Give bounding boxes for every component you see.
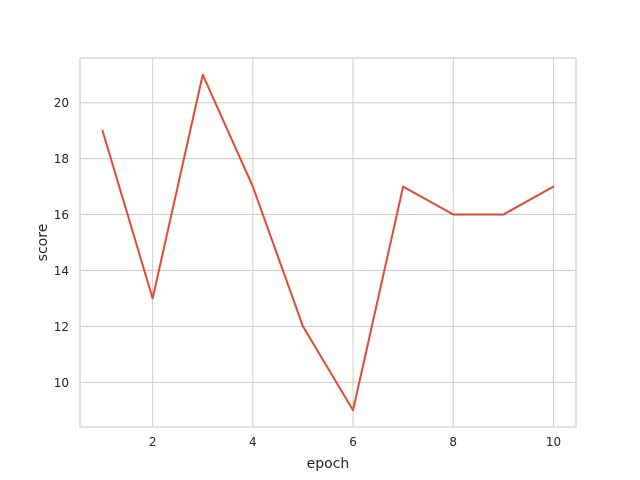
y-tick-label: 20 — [54, 96, 69, 110]
y-tick-label: 12 — [54, 320, 69, 334]
y-tick-label: 14 — [54, 264, 69, 278]
plot-frame — [79, 57, 577, 428]
y-axis-label: score — [35, 224, 51, 262]
series-group — [101, 73, 555, 412]
x-tick-label: 8 — [449, 435, 457, 449]
x-tick-label: 6 — [349, 435, 357, 449]
tick-labels: 2 4 6 8 10 10 12 14 16 18 20 — [54, 96, 561, 449]
y-tick-label: 10 — [54, 376, 69, 390]
y-tick-label: 18 — [54, 152, 69, 166]
series-line — [101, 73, 555, 412]
grid — [80, 58, 576, 427]
x-axis-label: epoch — [307, 456, 350, 472]
y-tick-label: 16 — [54, 208, 69, 222]
x-tick-label: 10 — [546, 435, 561, 449]
x-tick-label: 4 — [249, 435, 257, 449]
x-tick-label: 2 — [149, 435, 157, 449]
